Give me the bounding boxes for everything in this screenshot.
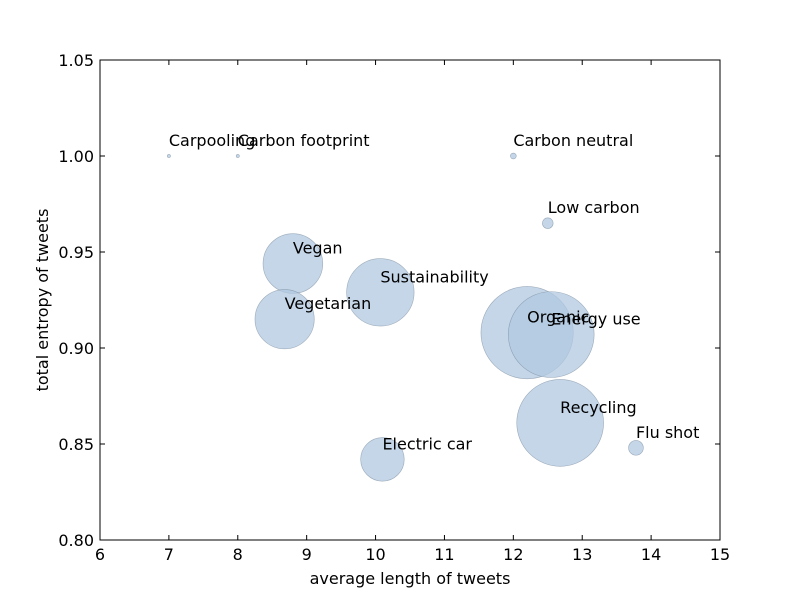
bubble-energy-use <box>507 291 595 378</box>
bubble-label: Vegetarian <box>285 294 372 313</box>
bubble-label: Energy use <box>551 310 640 329</box>
y-axis-label: total entropy of tweets <box>33 209 52 392</box>
y-tick-label: 0.95 <box>58 243 94 262</box>
x-tick-label: 7 <box>164 545 174 564</box>
bubbles-layer <box>166 152 644 482</box>
x-tick-label: 6 <box>95 545 105 564</box>
x-tick-label: 9 <box>302 545 312 564</box>
y-tick-label: 0.80 <box>58 531 94 550</box>
x-tick-label: 10 <box>365 545 385 564</box>
x-tick-label: 8 <box>233 545 243 564</box>
y-tick-label: 1.05 <box>58 51 94 70</box>
x-tick-label: 14 <box>641 545 661 564</box>
plot-area-frame <box>99 59 721 541</box>
bubble-label: Flu shot <box>636 423 699 442</box>
bubble-carbon-footprint <box>235 154 240 158</box>
bubble-carbon-neutral <box>510 152 517 160</box>
bubble-label: Carbon neutral <box>513 131 633 150</box>
bubble-sustainability <box>346 258 415 327</box>
bubble-recycling <box>516 379 604 467</box>
bubble-label: Electric car <box>382 434 472 453</box>
x-tick-label: 12 <box>503 545 523 564</box>
y-tick-label: 0.90 <box>58 339 94 358</box>
bubble-label: Recycling <box>560 398 637 417</box>
bubble-low-carbon <box>542 217 554 229</box>
bubble-label: Sustainability <box>380 267 488 286</box>
x-tick-label: 13 <box>572 545 592 564</box>
axis-ticks: 6 7 8 9 10 11 12 13 14 15 0.80 0.85 0.90 0.95 1.00 1.05 <box>58 51 730 564</box>
bubble-flu-shot <box>628 440 644 456</box>
bubble-label: Organic <box>527 308 589 327</box>
bubble-electric-car <box>360 437 405 482</box>
x-tick-label: 11 <box>434 545 454 564</box>
bubble-label: Carpooling <box>169 131 255 150</box>
bubble-carpooling <box>166 154 171 158</box>
x-axis-label: average length of tweets <box>310 569 511 588</box>
bubble-label: Carbon footprint <box>238 131 370 150</box>
y-tick-label: 1.00 <box>58 147 94 166</box>
bubble-label: Low carbon <box>548 198 640 217</box>
x-tick-label: 15 <box>710 545 730 564</box>
bubble-vegetarian <box>254 289 315 350</box>
y-tick-label: 0.85 <box>58 435 94 454</box>
bubble-label: Vegan <box>293 239 343 258</box>
